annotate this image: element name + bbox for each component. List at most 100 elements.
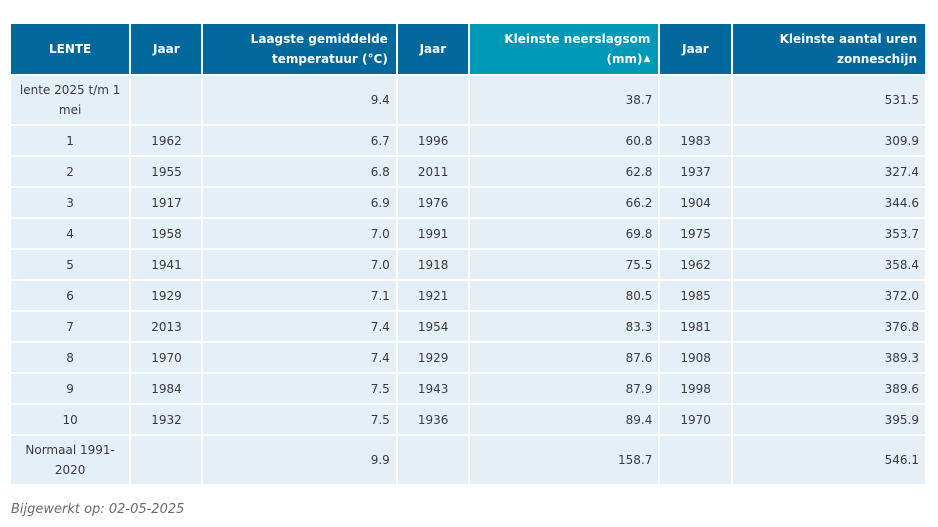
table-cell-year: 1937 xyxy=(660,157,731,186)
column-header-sunshine[interactable]: Kleinste aantal uren zonneschijn xyxy=(732,24,925,74)
header-row: LENTE Jaar Laagste gemiddelde temperatuu… xyxy=(11,24,925,74)
table-cell-year: 1981 xyxy=(660,312,731,341)
table-cell-rank: 2 xyxy=(11,157,130,186)
row-label: lente 2025 t/m 1 mei xyxy=(11,76,130,124)
table-cell-year: 1991 xyxy=(397,219,468,248)
table-cell-temperature: 9.9 xyxy=(203,436,396,484)
table-cell-temperature: 7.4 xyxy=(203,343,396,372)
table-cell xyxy=(660,76,731,124)
table-row: 10 1932 7.5 1936 89.4 1970 395.9 xyxy=(11,405,925,434)
table-cell-year: 1918 xyxy=(397,250,468,279)
table-cell-temperature: 6.7 xyxy=(203,126,396,155)
table-cell-sunshine: 395.9 xyxy=(732,405,925,434)
table-cell-year: 1984 xyxy=(131,374,202,403)
table-cell-precipitation: 158.7 xyxy=(469,436,659,484)
table-cell xyxy=(660,436,731,484)
table-cell-year: 2011 xyxy=(397,157,468,186)
table-cell-rank: 7 xyxy=(11,312,130,341)
table-cell-year: 1921 xyxy=(397,281,468,310)
table-cell-year: 1908 xyxy=(660,343,731,372)
table-cell-precipitation: 62.8 xyxy=(469,157,659,186)
table-cell xyxy=(397,436,468,484)
table-cell-precipitation: 60.8 xyxy=(469,126,659,155)
table-cell-sunshine: 531.5 xyxy=(732,76,925,124)
column-header-jaar[interactable]: Jaar xyxy=(131,24,202,74)
table-cell-precipitation: 87.6 xyxy=(469,343,659,372)
table-cell-year: 1932 xyxy=(131,405,202,434)
table-cell-year: 1929 xyxy=(131,281,202,310)
table-row: 2 1955 6.8 2011 62.8 1937 327.4 xyxy=(11,157,925,186)
column-header-lente[interactable]: LENTE xyxy=(11,24,130,74)
table-row: 9 1984 7.5 1943 87.9 1998 389.6 xyxy=(11,374,925,403)
column-header-jaar[interactable]: Jaar xyxy=(397,24,468,74)
table-row-normal: Normaal 1991-2020 9.9 158.7 546.1 xyxy=(11,436,925,484)
sort-arrow-icon: ▲ xyxy=(643,54,651,65)
row-label: Normaal 1991-2020 xyxy=(11,436,130,484)
table-cell-year: 1998 xyxy=(660,374,731,403)
table-cell-precipitation: 87.9 xyxy=(469,374,659,403)
table-cell-sunshine: 327.4 xyxy=(732,157,925,186)
table-cell-precipitation: 66.2 xyxy=(469,188,659,217)
table-cell-temperature: 9.4 xyxy=(203,76,396,124)
table-cell-precipitation: 89.4 xyxy=(469,405,659,434)
column-header-precipitation[interactable]: Kleinste neerslagsom (mm)▲ xyxy=(469,24,659,74)
table-cell-sunshine: 309.9 xyxy=(732,126,925,155)
table-cell-sunshine: 546.1 xyxy=(732,436,925,484)
table-cell-precipitation: 80.5 xyxy=(469,281,659,310)
table-cell-precipitation: 75.5 xyxy=(469,250,659,279)
table-cell-year: 1955 xyxy=(131,157,202,186)
table-cell-rank: 10 xyxy=(11,405,130,434)
table-cell-year: 1929 xyxy=(397,343,468,372)
table-cell xyxy=(131,76,202,124)
table-cell-year: 1936 xyxy=(397,405,468,434)
table-cell-temperature: 6.9 xyxy=(203,188,396,217)
table-cell xyxy=(397,76,468,124)
table-cell-year: 1943 xyxy=(397,374,468,403)
table-cell-year: 1904 xyxy=(660,188,731,217)
table-cell-year: 1975 xyxy=(660,219,731,248)
table-cell-year: 1970 xyxy=(131,343,202,372)
table-cell-sunshine: 389.3 xyxy=(732,343,925,372)
table-cell-sunshine: 372.0 xyxy=(732,281,925,310)
column-header-label: Kleinste neerslagsom (mm) xyxy=(504,31,651,66)
table-row: 7 2013 7.4 1954 83.3 1981 376.8 xyxy=(11,312,925,341)
table-cell-year: 1985 xyxy=(660,281,731,310)
table-cell-temperature: 7.5 xyxy=(203,374,396,403)
table-cell-year: 1954 xyxy=(397,312,468,341)
table-cell-year: 1958 xyxy=(131,219,202,248)
table-cell-rank: 4 xyxy=(11,219,130,248)
table-cell-sunshine: 358.4 xyxy=(732,250,925,279)
table-cell-temperature: 7.4 xyxy=(203,312,396,341)
table-row: 3 1917 6.9 1976 66.2 1904 344.6 xyxy=(11,188,925,217)
table-cell-year: 2013 xyxy=(131,312,202,341)
table-cell-rank: 8 xyxy=(11,343,130,372)
table-cell-precipitation: 38.7 xyxy=(469,76,659,124)
table-cell-sunshine: 344.6 xyxy=(732,188,925,217)
records-table-container: LENTE Jaar Laagste gemiddelde temperatuu… xyxy=(11,22,929,486)
last-updated-text: Bijgewerkt op: 02-05-2025 xyxy=(11,502,185,517)
table-cell-year: 1962 xyxy=(131,126,202,155)
table-cell-temperature: 6.8 xyxy=(203,157,396,186)
spring-records-table: LENTE Jaar Laagste gemiddelde temperatuu… xyxy=(9,22,927,486)
column-header-jaar[interactable]: Jaar xyxy=(660,24,731,74)
table-cell-year: 1983 xyxy=(660,126,731,155)
column-header-temperature[interactable]: Laagste gemiddelde temperatuur (°C) xyxy=(203,24,396,74)
table-row: 8 1970 7.4 1929 87.6 1908 389.3 xyxy=(11,343,925,372)
table-cell-year: 1962 xyxy=(660,250,731,279)
table-cell-precipitation: 83.3 xyxy=(469,312,659,341)
table-cell-year: 1917 xyxy=(131,188,202,217)
table-cell-rank: 1 xyxy=(11,126,130,155)
table-row: 1 1962 6.7 1996 60.8 1983 309.9 xyxy=(11,126,925,155)
table-row: 5 1941 7.0 1918 75.5 1962 358.4 xyxy=(11,250,925,279)
table-row: 4 1958 7.0 1991 69.8 1975 353.7 xyxy=(11,219,925,248)
table-cell-rank: 9 xyxy=(11,374,130,403)
table-cell-sunshine: 389.6 xyxy=(732,374,925,403)
table-cell-rank: 5 xyxy=(11,250,130,279)
table-row-current: lente 2025 t/m 1 mei 9.4 38.7 531.5 xyxy=(11,76,925,124)
table-cell-precipitation: 69.8 xyxy=(469,219,659,248)
table-cell-rank: 6 xyxy=(11,281,130,310)
table-cell-rank: 3 xyxy=(11,188,130,217)
table-cell xyxy=(131,436,202,484)
table-cell-year: 1970 xyxy=(660,405,731,434)
table-cell-sunshine: 353.7 xyxy=(732,219,925,248)
